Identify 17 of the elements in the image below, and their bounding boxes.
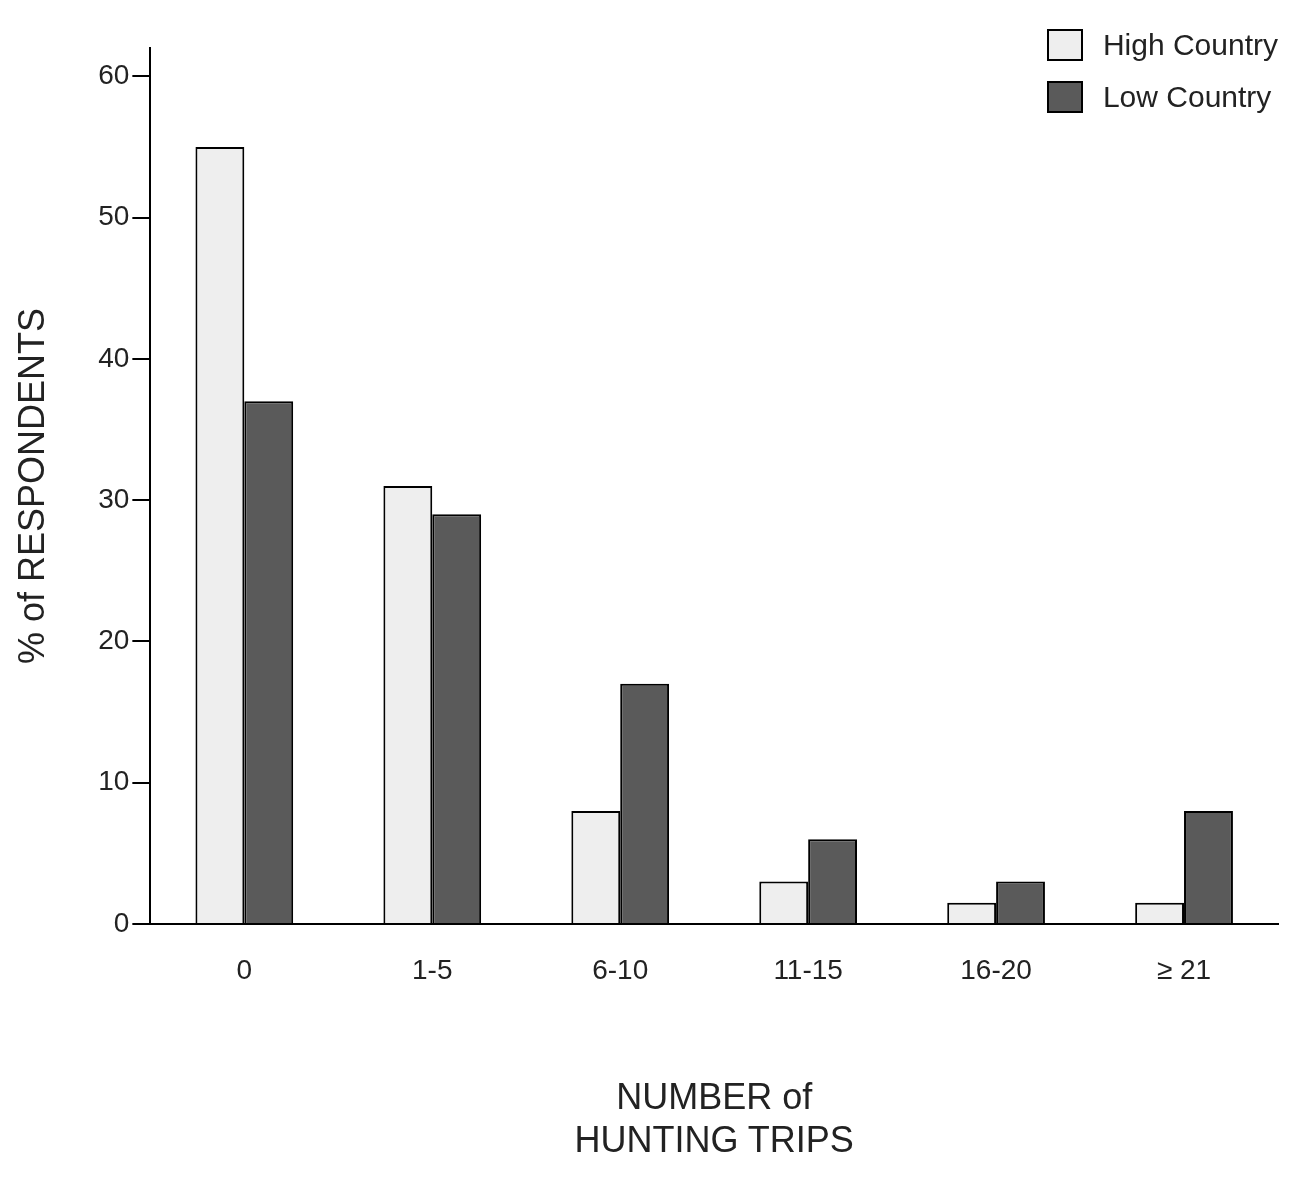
y-tick-label: 60 <box>98 58 130 90</box>
x-tick-label: ≥ 21 <box>1156 953 1212 985</box>
y-tick-label: 40 <box>98 341 130 373</box>
y-axis-title: % of RESPONDENTS <box>10 307 52 665</box>
legend-label: Low Country <box>1102 80 1272 114</box>
x-tick-label: 0 <box>236 953 253 985</box>
y-tick-label: 50 <box>98 200 130 232</box>
y-tick-label: 10 <box>98 765 130 797</box>
x-tick-label: 16-20 <box>960 953 1032 985</box>
x-tick-label: 6-10 <box>592 953 649 985</box>
x-axis-title: NUMBER of HUNTING TRIPS <box>574 1076 854 1161</box>
x-tick-label: 11-15 <box>773 953 843 985</box>
y-tick-label: 30 <box>98 482 130 514</box>
legend-label: High Country <box>1102 28 1278 62</box>
y-tick-label: 20 <box>98 624 130 656</box>
y-tick-label: 0 <box>113 906 130 938</box>
x-tick-label: 1-5 <box>412 953 453 985</box>
